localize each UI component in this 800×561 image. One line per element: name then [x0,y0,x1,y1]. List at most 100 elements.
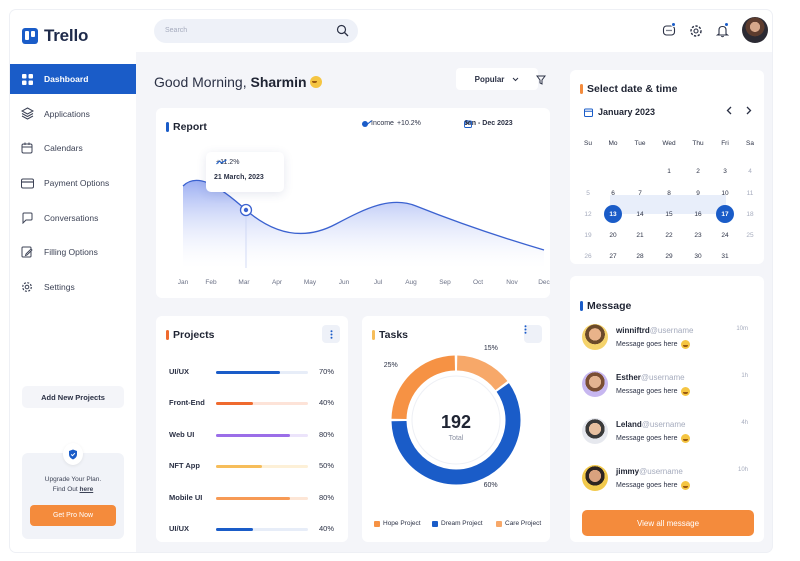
calendar-day[interactable]: 3 [723,167,727,175]
sidebar-item-dashboard[interactable]: Dashboard [10,64,136,94]
filter-icon[interactable] [536,72,546,90]
calendar-day[interactable]: 4 [748,167,752,175]
sidebar-item-conversations[interactable]: Conversations [10,203,136,233]
weekday-label: Mo [608,140,618,147]
progress-fill [216,496,290,500]
upgrade-link[interactable]: here [79,486,94,493]
logo[interactable]: Trello [22,26,88,46]
legend-label: Dream Project [441,520,483,527]
calendar-day[interactable]: 7 [638,189,642,197]
calendar-day[interactable]: 10 [721,189,729,197]
donut-percent-label: 25% [381,360,400,370]
project-percent: 50% [319,461,335,471]
weekday-label: Fri [721,140,729,147]
popular-dropdown[interactable]: Popular [456,68,538,90]
donut-segment-hope-project[interactable] [391,355,456,420]
sidebar-item-filling-options[interactable]: Filling Options [10,237,136,267]
message-item[interactable]: Leland@username Message goes here 4h [582,418,758,452]
calendar-day[interactable]: 31 [721,252,729,260]
message-sender: Leland@username [616,420,685,429]
message-preview: Message goes here [616,387,691,396]
upgrade-prefix: Find Out [52,486,80,493]
more-options-icon[interactable] [322,325,340,343]
calendar-day[interactable]: 11 [746,189,754,197]
project-name: Front-End [169,398,205,408]
calendar-day[interactable]: 15 [665,210,673,218]
tasks-legend-item: Care Project [496,520,541,527]
calendar-day[interactable]: 1 [667,167,671,175]
chat-icon [20,211,34,225]
calendar-day[interactable]: 9 [696,189,700,197]
message-time: 10m [736,326,748,332]
gear-icon[interactable] [688,23,704,39]
add-new-projects-button[interactable]: Add New Projects [22,386,124,408]
calendar-day[interactable]: 20 [609,231,617,239]
sender-name: winniftrd [616,326,650,335]
month-label: Jul [373,279,383,286]
donut-segment-care-project[interactable] [456,355,508,391]
calendar-day[interactable]: 30 [694,252,702,260]
project-row[interactable]: Web UI 80% [166,430,342,442]
calendar-day[interactable]: 29 [665,252,673,260]
calendar-day[interactable]: 17 [716,205,734,223]
calendar-day[interactable]: 8 [667,189,671,197]
calendar-day[interactable]: 12 [584,210,592,218]
search-input[interactable]: Search [154,19,358,43]
calendar-day[interactable]: 24 [721,231,729,239]
calendar-day[interactable]: 6 [611,189,615,197]
message-text: Message goes here [616,435,678,442]
calendar-day[interactable]: 22 [665,231,673,239]
calendar-day[interactable]: 28 [636,252,644,260]
calendar-day[interactable]: 27 [609,252,617,260]
donut-percent-label: 60% [481,481,500,491]
legend-dot [362,120,368,127]
next-month-icon[interactable] [746,106,752,118]
sidebar-item-applications[interactable]: Applications [10,99,136,129]
month-label: Sep [439,279,451,286]
prev-month-icon[interactable] [726,106,732,118]
progress-fill [216,402,253,406]
month-label: Feb [205,279,217,286]
project-row[interactable]: Front-End 40% [166,398,342,410]
date-range-picker[interactable]: Jan - Dec 2023 [464,120,513,128]
sidebar-item-label: Payment Options [44,178,110,189]
more-options-icon[interactable] [524,325,542,343]
calendar-day[interactable]: 21 [636,231,644,239]
tasks-total-label: Total [448,435,464,442]
sidebar-item-settings[interactable]: Settings [10,272,136,302]
sidebar-item-payment-options[interactable]: Payment Options [10,168,136,198]
legend-label: Care Project [505,520,542,527]
calendar-day[interactable]: 18 [746,210,754,218]
calendar-day[interactable]: 14 [636,210,644,218]
tasks-legend-item: Hope Project [374,520,421,527]
tasks-title: Tasks [372,329,408,341]
project-row[interactable]: UI/UX 40% [166,524,342,536]
greeting-prefix: Good Morning, [154,74,251,90]
weekday-label: Su [584,140,592,147]
get-pro-button[interactable]: Get Pro Now [30,505,116,526]
message-item[interactable]: jimmy@username Message goes here 10h [582,465,758,499]
search-icon[interactable] [336,24,349,42]
sidebar-item-calendars[interactable]: Calendars [10,133,136,163]
sender-username: @username [640,373,685,382]
calendar-day[interactable]: 13 [604,205,622,223]
calendar-day[interactable]: 25 [746,231,754,239]
calendar-day[interactable]: 23 [694,231,702,239]
message-item[interactable]: Esther@username Message goes here 1h [582,371,758,405]
calendar-day[interactable]: 2 [696,167,700,175]
smile-emoji-icon [681,434,691,443]
calendar-day[interactable]: 19 [584,231,592,239]
calendar-day[interactable]: 26 [584,252,592,260]
bell-icon[interactable] [714,22,730,39]
progress-fill [216,528,253,531]
project-row[interactable]: UI/UX 70% [166,367,342,379]
project-row[interactable]: NFT App 50% [166,461,342,473]
message-icon[interactable] [661,22,677,39]
calendar-day[interactable]: 5 [586,189,590,197]
user-avatar[interactable] [742,17,768,43]
calendar-day[interactable]: 16 [694,210,702,218]
view-all-messages-button[interactable]: View all message [582,510,754,536]
message-item[interactable]: winniftrd@username Message goes here 10m [582,324,758,358]
project-row[interactable]: Mobile UI 80% [166,493,342,505]
donut-segment-dream-project[interactable] [391,383,521,485]
